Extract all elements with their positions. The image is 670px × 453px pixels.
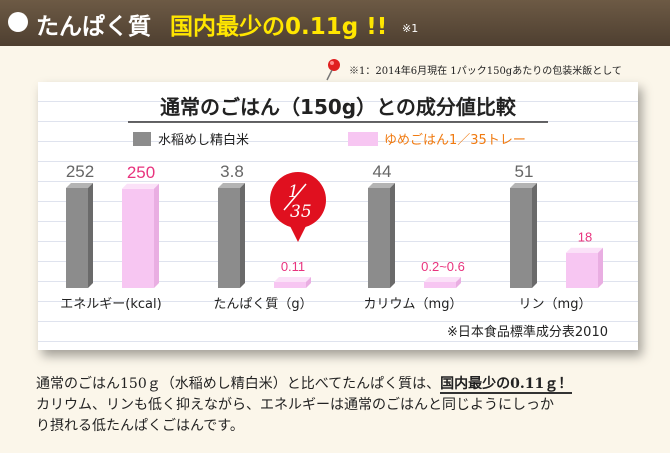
description-line-3: り摂れる低たんぱくごはんです。 [36, 418, 244, 434]
bar-gray [510, 188, 532, 288]
chart-card: 通常のごはん（150g）との成分値比較水稲めし精白米 ゆめごはん1／35トレー 25… [38, 82, 638, 350]
header-highlight: 国内最少の0.11g !! [170, 14, 388, 40]
category-label: エネルギー(kcal) [60, 297, 161, 312]
value-label-gray: 252 [66, 162, 94, 181]
bar-pink-top [566, 247, 603, 253]
bar-gray-top [368, 183, 395, 188]
value-label-gray: 3.8 [220, 162, 244, 181]
bar-pink-side [598, 247, 603, 288]
header-title: たんぱく質 [36, 14, 151, 40]
legend-label-pink: ゆめごはん1／35トレー [384, 132, 526, 148]
callout-slash [283, 183, 307, 211]
bar-gray-side [88, 183, 93, 288]
bar-pink-top [424, 277, 461, 282]
bar-pink [566, 252, 598, 288]
source-text: ※日本食品標準成分表2010 [447, 324, 608, 340]
category-label: カリウム（mg） [364, 297, 463, 312]
value-label-pink: 250 [127, 163, 155, 182]
bar-pink [122, 188, 154, 288]
footnote-text: ※1：2014年6月現在 1パック150gあたりの包装米飯として [349, 66, 622, 77]
bar-pink-side [306, 277, 311, 288]
bar-gray-top [218, 183, 245, 188]
bar-gray [368, 188, 390, 288]
category-label: たんぱく質（g） [213, 297, 312, 312]
header-bar: たんぱく質 国内最少の0.11g !! ※1 [0, 0, 670, 46]
bar-gray-top [66, 183, 93, 188]
value-label-gray: 44 [373, 162, 392, 181]
legend-swatch-pink [348, 132, 378, 146]
bar-gray [66, 188, 88, 288]
value-label-gray: 51 [515, 162, 534, 181]
bar-pink-side [456, 277, 461, 288]
description-text: 通常のごはん150ｇ（水稲めし精白米）と比べてたんぱく質は、 [36, 376, 441, 392]
callout-denominator: 35 [290, 202, 312, 222]
bar-gray-side [240, 183, 245, 288]
value-label-pink: 0.2~0.6 [421, 259, 465, 274]
bar-pink-side [154, 183, 159, 288]
callout-numerator: 1 [288, 182, 299, 202]
bar-pink-top [274, 277, 311, 282]
bar-pink-top [122, 183, 159, 189]
legend-swatch-gray [133, 132, 151, 146]
description-line-2: カリウム、リンも低く抑えながら、エネルギーは通常のごはんと同じようにしっか [36, 397, 554, 413]
legend-label-gray: 水稲めし精白米 [158, 132, 249, 148]
header-footnote-mark: ※1 [402, 22, 419, 35]
description-line-1: 通常のごはん150ｇ（水稲めし精白米）と比べてたんぱく質は、国内最少の0.11ｇ… [36, 374, 646, 395]
value-label-pink: 0.11 [281, 259, 305, 274]
value-label-pink: 18 [578, 230, 592, 245]
bar-pink [274, 282, 306, 288]
bar-pink [424, 282, 456, 288]
callout-bubble [270, 172, 326, 228]
category-label: リン（mg） [519, 297, 592, 312]
description: 通常のごはん150ｇ（水稲めし精白米）と比べてたんぱく質は、国内最少の0.11ｇ… [36, 374, 646, 437]
bullet-icon [8, 12, 28, 32]
bar-gray-side [532, 183, 537, 288]
bar-gray-top [510, 183, 537, 188]
callout-tail [289, 224, 307, 242]
description-highlight: 国内最少の0.11ｇ！ [440, 376, 573, 394]
chart-title: 通常のごはん（150g）との成分値比較 [160, 95, 517, 119]
bar-gray [218, 188, 240, 288]
bar-gray-side [390, 183, 395, 288]
pushpin-icon [326, 59, 340, 81]
